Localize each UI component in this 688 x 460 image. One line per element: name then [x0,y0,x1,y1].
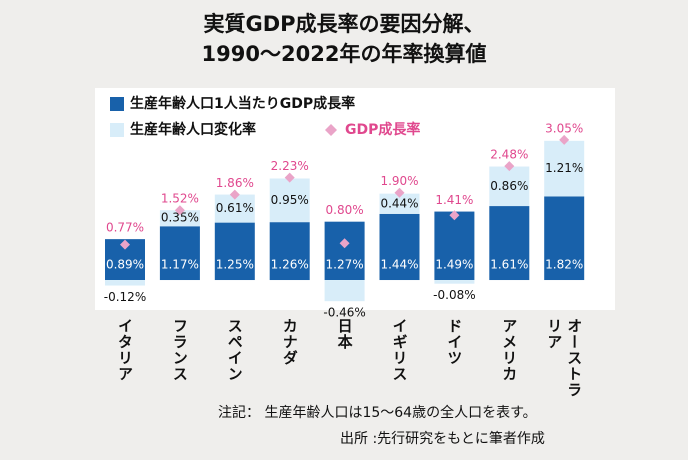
bar-segment [544,140,585,197]
source: 出所 :先行研究をもとに筆者作成 [340,431,545,447]
gdp-marker [174,205,185,216]
value-label: -0.46% [323,306,365,320]
category-label: アメリカ [500,318,519,382]
bar-segment [214,222,255,281]
category-label: イギリス [390,318,409,382]
value-label: 0.89% [106,258,144,272]
category-label: カナダ [280,318,299,366]
gdp-label: 2.48% [490,148,528,162]
bar-segment [159,226,200,281]
title-line: 実質GDP成長率の要因分解、 [203,12,485,36]
value-label: 1.82% [545,258,583,272]
legend-swatch [110,97,124,111]
bar-segment [434,280,475,284]
category-label: オーストラリア [545,318,584,398]
gdp-marker [504,161,515,172]
gdp-label: 3.05% [545,121,583,135]
legend-marker [325,124,337,136]
legend-label: 生産年齢人口1人当たりGDP成長率 [130,95,355,112]
gdp-marker [284,172,295,183]
bar-segment [105,280,145,286]
value-label: 1.61% [490,258,528,272]
gdp-label: 1.90% [380,174,418,188]
value-label: -0.12% [104,290,146,304]
value-label: 0.61% [216,201,254,215]
category-label: スペイン [225,318,244,382]
gdp-label: 1.52% [161,192,199,206]
bar-segment [159,210,200,227]
gdp-marker [394,187,405,198]
gdp-marker [339,238,350,249]
bar-segment [434,211,475,281]
gdp-label: 0.77% [106,221,144,235]
value-label: 0.95% [271,193,309,207]
gdp-marker [559,134,570,145]
value-label: 1.21% [545,161,583,175]
gdp-marker [229,189,240,200]
bar-segment [489,166,530,207]
value-label: 1.26% [271,258,309,272]
category-label: 日本 [335,318,354,350]
gdp-label: 0.80% [326,203,364,217]
bar-segment [269,178,310,223]
bar-segment [324,221,365,281]
gdp-marker [449,210,460,221]
bar-segment [324,280,365,302]
legend-label: 生産年齢人口変化率 [130,121,256,138]
note: 注記： 生産年齢人口は15～64歳の全人口を表す。 [218,405,537,421]
category-label: イタリア [116,318,134,382]
value-label: 0.86% [490,179,528,193]
gdp-label: 2.23% [271,159,309,173]
category-label: ドイツ [445,318,464,366]
value-label: 0.44% [380,196,418,210]
value-label: 1.27% [326,258,364,272]
title-line: 1990～2022年の年率換算値 [201,42,487,66]
bar-segment [379,213,420,281]
legend-label: GDP成長率 [345,121,420,138]
value-label: 1.17% [161,258,199,272]
value-label: 1.25% [216,258,254,272]
bar-segment [379,193,420,214]
legend-swatch [110,123,124,137]
bar-segment [489,206,530,281]
category-label: フランス [170,318,189,382]
gdp-label: 1.41% [435,193,473,207]
bar-segment [544,196,585,281]
value-label: 0.35% [161,211,199,225]
value-label: 1.44% [380,258,418,272]
gdp-marker [120,239,130,250]
value-label: -0.08% [433,288,475,302]
gdp-label: 1.86% [216,176,254,190]
bar-segment [269,222,310,281]
value-label: 1.49% [435,258,473,272]
